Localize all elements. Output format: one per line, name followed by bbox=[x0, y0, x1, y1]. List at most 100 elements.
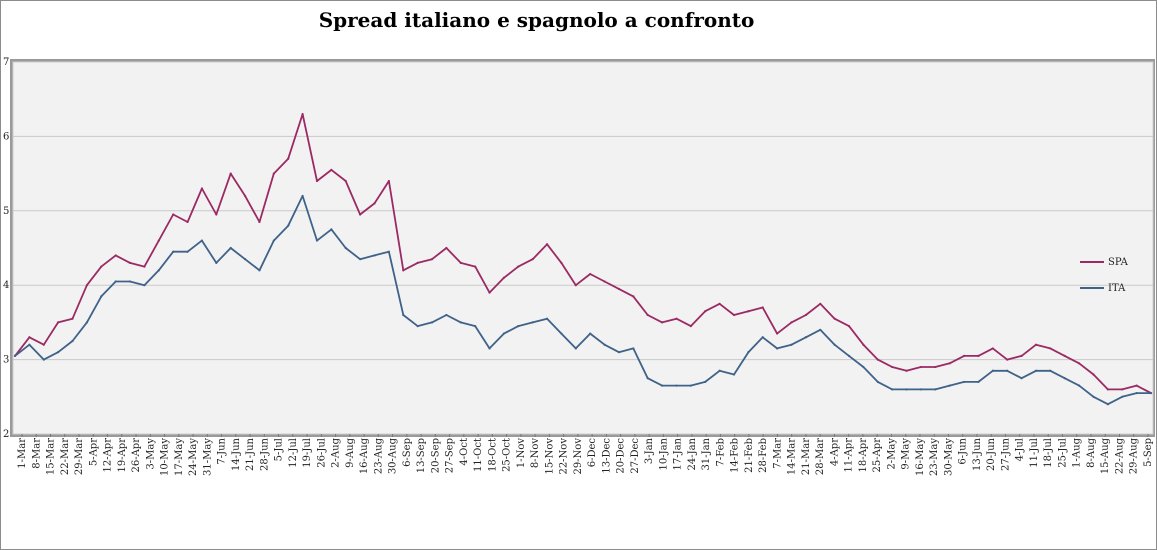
data-point-spa bbox=[660, 321, 664, 324]
data-point-spa bbox=[301, 112, 304, 116]
x-tick-label: 24-May bbox=[188, 438, 199, 476]
y-tick-label: 6 bbox=[3, 131, 9, 142]
data-point-spa bbox=[445, 246, 448, 250]
x-tick-label: 22-Mar bbox=[60, 438, 71, 475]
data-point-ita bbox=[330, 228, 333, 231]
x-tick-label: 17-Jan bbox=[673, 437, 684, 470]
x-tick-label: 26-Apr bbox=[131, 438, 142, 473]
data-point-ita bbox=[574, 347, 577, 350]
x-tick-label: 26-Jul bbox=[316, 438, 327, 468]
data-point-ita bbox=[1063, 377, 1066, 380]
x-tick-label: 18-Oct bbox=[487, 438, 498, 472]
data-point-spa bbox=[991, 347, 994, 350]
data-point-ita bbox=[919, 388, 923, 391]
x-tick-label: 10-Jan bbox=[658, 437, 669, 470]
data-point-spa bbox=[1135, 384, 1138, 387]
data-point-ita bbox=[387, 250, 390, 253]
data-point-spa bbox=[603, 280, 606, 283]
data-point-spa bbox=[919, 365, 923, 369]
data-point-spa bbox=[977, 354, 980, 357]
data-point-ita bbox=[502, 332, 506, 335]
data-point-ita bbox=[833, 343, 836, 346]
data-point-ita bbox=[1106, 403, 1109, 406]
data-point-spa bbox=[172, 213, 175, 216]
data-point-spa bbox=[632, 295, 635, 298]
data-point-ita bbox=[747, 351, 750, 354]
data-point-ita bbox=[632, 347, 635, 350]
data-point-spa bbox=[847, 325, 851, 328]
y-tick-label: 4 bbox=[3, 280, 9, 291]
x-tick-label: 15-Nov bbox=[544, 438, 555, 475]
data-point-ita bbox=[517, 325, 520, 328]
data-point-spa bbox=[1034, 343, 1038, 346]
data-point-spa bbox=[1078, 362, 1081, 365]
x-tick-label: 1-Mar bbox=[17, 438, 28, 469]
x-tick-label: 21-Jun bbox=[245, 437, 256, 471]
data-point-spa bbox=[57, 321, 60, 324]
data-point-ita bbox=[675, 384, 678, 387]
x-tick-label: 20-Dec bbox=[616, 438, 627, 474]
x-tick-label: 16-May bbox=[915, 438, 926, 476]
data-point-ita bbox=[991, 369, 994, 372]
data-point-spa bbox=[186, 220, 189, 224]
data-point-ita bbox=[1121, 395, 1124, 398]
data-point-ita bbox=[1020, 377, 1023, 380]
y-tick-label: 2 bbox=[3, 429, 9, 440]
data-point-ita bbox=[603, 343, 606, 346]
y-tick-label: 3 bbox=[3, 355, 9, 366]
x-tick-label: 15-Mar bbox=[46, 438, 57, 475]
data-point-ita bbox=[229, 246, 232, 250]
x-tick-label: 1-Aug bbox=[1072, 437, 1083, 467]
x-tick-label: 25-Apr bbox=[872, 438, 883, 473]
x-tick-label: 15-Aug bbox=[1100, 437, 1111, 474]
data-point-spa bbox=[646, 313, 649, 317]
data-point-spa bbox=[474, 265, 477, 268]
data-point-ita bbox=[430, 321, 434, 324]
data-point-ita bbox=[704, 380, 707, 384]
data-point-spa bbox=[617, 287, 621, 291]
data-point-ita bbox=[186, 250, 189, 253]
x-tick-label: 7-Mar bbox=[772, 438, 783, 469]
data-point-ita bbox=[804, 336, 807, 339]
data-point-spa bbox=[488, 291, 491, 294]
data-point-ita bbox=[962, 380, 966, 384]
data-point-spa bbox=[934, 365, 937, 369]
x-tick-label: 12-Apr bbox=[103, 438, 114, 473]
data-point-ita bbox=[1135, 391, 1138, 395]
data-point-ita bbox=[862, 365, 865, 369]
x-tick-label: 31-May bbox=[202, 438, 213, 476]
data-point-ita bbox=[1149, 391, 1153, 395]
y-tick-label: 7 bbox=[3, 57, 9, 68]
data-point-ita bbox=[344, 246, 347, 250]
x-tick-label: 1-Nov bbox=[516, 438, 527, 469]
data-point-ita bbox=[100, 295, 103, 298]
data-point-spa bbox=[517, 265, 520, 268]
x-tick-label: 8-Aug bbox=[1086, 437, 1097, 467]
data-point-spa bbox=[359, 213, 362, 216]
data-point-spa bbox=[402, 269, 405, 272]
data-point-spa bbox=[100, 265, 103, 268]
data-point-ita bbox=[1092, 395, 1095, 398]
data-point-ita bbox=[143, 284, 146, 287]
x-tick-label: 9-Aug bbox=[345, 437, 356, 467]
x-tick-label: 29-Mar bbox=[74, 438, 85, 475]
y-tick-label: 5 bbox=[3, 206, 9, 217]
x-tick-label: 31-Jan bbox=[701, 437, 712, 470]
data-point-spa bbox=[315, 179, 319, 183]
x-tick-label: 23-Aug bbox=[373, 437, 384, 474]
data-point-spa bbox=[1106, 388, 1109, 391]
data-point-ita bbox=[948, 384, 951, 387]
data-point-ita bbox=[416, 325, 419, 328]
data-point-ita bbox=[474, 325, 477, 328]
data-point-ita bbox=[42, 358, 45, 361]
x-tick-label: 6-Sep bbox=[402, 438, 413, 467]
x-tick-label: 10-May bbox=[160, 438, 171, 476]
x-tick-label: 14-Mar bbox=[787, 438, 798, 475]
x-tick-label: 28-Feb bbox=[758, 438, 769, 473]
data-point-ita bbox=[689, 384, 692, 387]
data-point-spa bbox=[459, 261, 462, 264]
data-point-spa bbox=[272, 172, 275, 175]
x-tick-label: 13-Jun bbox=[972, 437, 983, 471]
data-point-ita bbox=[71, 339, 74, 343]
data-point-spa bbox=[948, 362, 951, 365]
